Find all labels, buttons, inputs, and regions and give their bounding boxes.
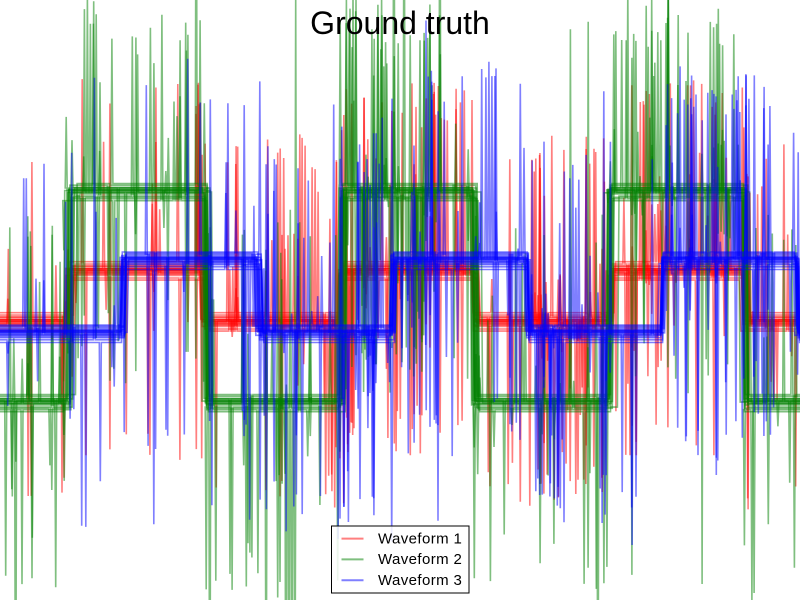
svg-text:Waveform 1: Waveform 1	[378, 530, 462, 547]
svg-text:Ground truth: Ground truth	[310, 5, 490, 41]
svg-text:Waveform 3: Waveform 3	[378, 572, 462, 589]
svg-text:Waveform 2: Waveform 2	[378, 551, 462, 568]
